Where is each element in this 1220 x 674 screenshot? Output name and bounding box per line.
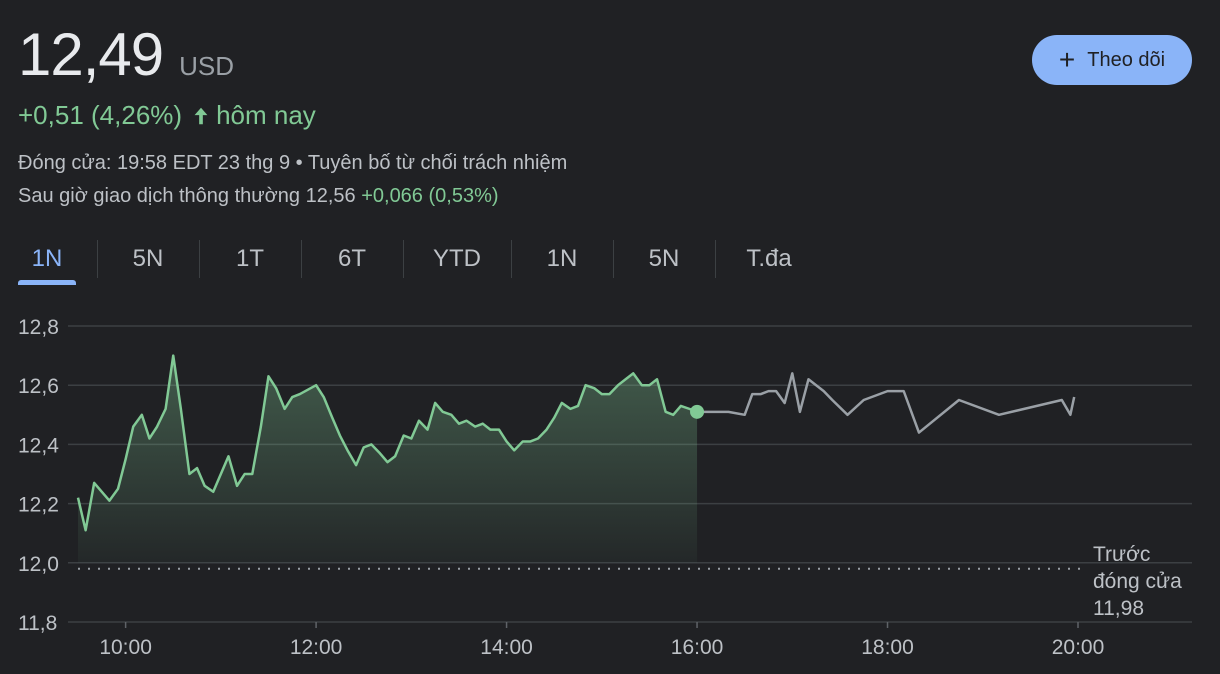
tab-1-year[interactable]: 1N: [546, 245, 578, 272]
previous-close-label: Trước: [1093, 543, 1150, 566]
tab-divider: [403, 240, 404, 278]
tab-divider: [715, 240, 716, 278]
tab-ytd[interactable]: YTD: [433, 245, 481, 272]
after-hours-label: Sau giờ giao dịch thông thường 12,56: [18, 185, 356, 207]
x-tick-label: 20:00: [1052, 636, 1105, 659]
currency-label: USD: [179, 51, 235, 81]
quote-header: 12,49 USD: [18, 20, 234, 89]
arrow-up-icon: [194, 107, 208, 124]
close-info: Đóng cửa: 19:58 EDT 23 thg 9 • Tuyên bố …: [18, 152, 568, 174]
y-axis-ticks: 12,8 12,6 12,4 12,2 12,0 11,8: [18, 316, 59, 635]
current-price-marker: [690, 404, 705, 419]
tab-divider: [301, 240, 302, 278]
regular-session-line: [76, 354, 698, 532]
tab-divider: [511, 240, 512, 278]
price-change: +0,51 (4,26%) hôm nay: [18, 100, 316, 131]
plus-icon: +: [1058, 44, 1076, 75]
tab-1-month[interactable]: 1T: [235, 245, 264, 272]
tab-divider: [199, 240, 200, 278]
x-tick-label: 18:00: [861, 636, 914, 659]
tab-divider: [97, 240, 98, 278]
tab-6-month[interactable]: 6T: [337, 245, 366, 272]
y-tick-label: 12,8: [18, 316, 59, 339]
change-value: +0,51 (4,26%): [18, 100, 183, 130]
previous-close-label: đóng cửa: [1093, 570, 1182, 593]
x-axis-ticks: 10:00 12:00 14:00 16:00 18:00 20:00: [99, 622, 1104, 659]
today-label: hôm nay: [216, 100, 316, 130]
active-tab-indicator: [18, 280, 76, 285]
follow-button[interactable]: + Theo dõi: [1032, 35, 1192, 85]
follow-button-label: Theo dõi: [1087, 48, 1166, 71]
x-tick-label: 12:00: [290, 636, 343, 659]
after-hours-line: [697, 372, 1076, 434]
x-tick-label: 14:00: [480, 636, 533, 659]
y-tick-label: 12,6: [18, 375, 59, 398]
tab-max[interactable]: T.đa: [746, 245, 792, 272]
tab-1-day[interactable]: 1N: [31, 245, 63, 272]
y-tick-label: 12,2: [18, 494, 59, 517]
y-tick-label: 12,4: [18, 434, 59, 457]
tab-5-year[interactable]: 5N: [648, 245, 680, 272]
x-tick-label: 16:00: [671, 636, 724, 659]
after-hours-info: Sau giờ giao dịch thông thường 12,56 +0,…: [18, 185, 499, 208]
y-tick-label: 12,0: [18, 553, 59, 576]
after-hours-change: +0,066 (0,53%): [361, 185, 499, 207]
previous-close-value: 11,98: [1093, 597, 1144, 620]
current-price: 12,49: [18, 21, 164, 88]
tab-5-day[interactable]: 5N: [132, 245, 164, 272]
y-tick-label: 11,8: [18, 612, 57, 635]
x-tick-label: 10:00: [99, 636, 152, 659]
tab-divider: [613, 240, 614, 278]
regular-session-area: [78, 355, 698, 563]
